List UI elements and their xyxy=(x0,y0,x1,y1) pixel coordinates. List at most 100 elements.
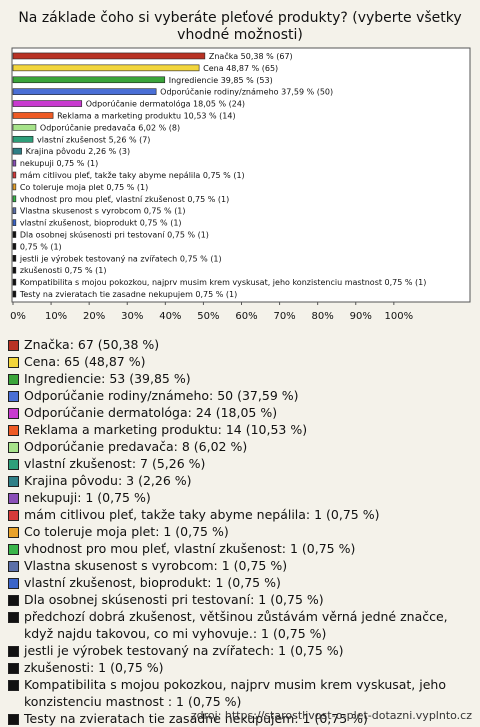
legend-item: Co toleruje moja plet: 1 (0,75 %) xyxy=(8,523,472,540)
bar-label: Co toleruje moja plet 0,75 % (1) xyxy=(20,182,148,191)
value-label: 0,75 % (1) xyxy=(187,194,229,203)
page: Na základe čoho si vyberáte pleťové prod… xyxy=(0,10,480,726)
bar xyxy=(12,64,200,72)
category-label: Odporúčanie dermatológa xyxy=(86,98,191,108)
value-label: 0,75 % (1) xyxy=(180,254,222,263)
x-tick-label: 90% xyxy=(350,311,372,322)
bar-label: Krajina pôvodu 2,26 % (3) xyxy=(26,146,131,156)
legend: Značka: 67 (50,38 %) Cena: 65 (48,87 %) In… xyxy=(8,336,472,727)
value-label: 0,75 % (1) xyxy=(140,218,182,227)
bar-label: vlastní zkušenost 5,26 % (7) xyxy=(37,134,150,144)
legend-label: Dla osobnej skúsenosti pri testovaní: 1 … xyxy=(24,592,324,607)
legend-item: vhodnost pro mou pleť, vlastní zkušenost… xyxy=(8,540,472,557)
bar-label: Dla osobnej skúsenosti pri testovaní 0,7… xyxy=(20,230,209,239)
legend-label: mám citlivou pleť, takže taky abyme nepá… xyxy=(24,507,380,522)
value-label: 18,05 % (24) xyxy=(193,99,245,108)
legend-label: Cena: 65 (48,87 %) xyxy=(24,354,146,369)
legend-label: Značka: 67 (50,38 %) xyxy=(24,337,160,352)
bar xyxy=(12,207,17,215)
value-label: 0,75 % (1) xyxy=(385,278,427,287)
legend-swatch xyxy=(8,374,19,385)
bar-label: Značka 50,38 % (67) xyxy=(209,50,293,60)
category-label: Cena xyxy=(203,63,224,72)
x-tick-label: 70% xyxy=(273,311,295,322)
value-label: 6,02 % (8) xyxy=(138,123,180,132)
legend-swatch xyxy=(8,476,19,487)
bar-label: jestli je výrobek testovaný na zvířatech… xyxy=(19,254,222,263)
legend-label: Odporúčanie predavača: 8 (6,02 %) xyxy=(24,439,248,454)
bar-label: Reklama a marketing produktu 10,53 % (14… xyxy=(57,111,236,120)
x-tick-label: 0% xyxy=(10,311,26,322)
bar xyxy=(12,112,54,119)
category-label: mám citlivou pleť, takže taky abyme nepá… xyxy=(20,171,201,180)
bar-label: Cena 48,87 % (65) xyxy=(203,63,278,72)
legend-item: Cena: 65 (48,87 %) xyxy=(8,353,472,370)
legend-item: Odporúčanie rodiny/známeho: 50 (37,59 %) xyxy=(8,387,472,404)
x-tick-label: 10% xyxy=(45,311,67,322)
legend-swatch xyxy=(8,425,19,436)
category-label: Odporúčanie rodiny/známeho xyxy=(160,86,279,96)
x-tick-label: 50% xyxy=(197,311,219,322)
x-tick-label: 100% xyxy=(385,311,414,322)
legend-swatch xyxy=(8,408,19,419)
value-label: 0,75 % (1) xyxy=(106,182,148,191)
bar-label: mám citlivou pleť, takže taky abyme nepá… xyxy=(20,171,245,180)
legend-item: Reklama a marketing produktu: 14 (10,53 … xyxy=(8,421,472,438)
legend-swatch xyxy=(8,510,19,521)
bar xyxy=(12,135,34,143)
legend-item: mám citlivou pleť, takže taky abyme nepá… xyxy=(8,506,472,523)
legend-item: vlastní zkušenost, bioprodukt: 1 (0,75 %… xyxy=(8,574,472,591)
legend-label: Odporúčanie rodiny/známeho: 50 (37,59 %) xyxy=(24,388,299,403)
category-label: Značka xyxy=(209,50,238,60)
category-label: vlastní zkušenost, bioprodukt xyxy=(20,217,137,227)
category-label: Odporúčanie predavača xyxy=(40,122,136,132)
bar xyxy=(12,243,17,250)
value-label: 0,75 % (1) xyxy=(20,242,62,251)
value-label: 0,75 % (1) xyxy=(195,290,237,299)
value-label: 37,59 % (50) xyxy=(281,87,333,96)
category-label: vlastní zkušenost xyxy=(37,134,106,144)
bar-label: zkušenosti 0,75 % (1) xyxy=(20,265,107,275)
value-label: 10,53 % (14) xyxy=(184,111,236,120)
legend-swatch xyxy=(8,391,19,402)
value-label: 0,75 % (1) xyxy=(65,266,107,275)
value-label: 0,75 % (1) xyxy=(144,206,186,215)
legend-swatch xyxy=(8,646,19,657)
bar xyxy=(12,183,17,191)
bar-label: vhodnost pro mou pleť, vlastní zkušenost… xyxy=(20,193,229,203)
bar xyxy=(12,266,17,274)
category-label: Co toleruje moja plet xyxy=(20,182,104,191)
bar-label: Kompatibilita s mojou pokozkou, najprv m… xyxy=(20,278,427,287)
legend-label: nekupuji: 1 (0,75 %) xyxy=(24,490,151,505)
legend-item: zkušenosti: 1 (0,75 %) xyxy=(8,659,472,676)
bar xyxy=(12,124,37,131)
bar xyxy=(12,171,17,179)
bar-label: Testy na zvieratach tie zasadne nekupuje… xyxy=(19,290,237,299)
category-label: nekupuji xyxy=(20,159,54,168)
bar-label: Odporúčanie predavača 6,02 % (8) xyxy=(40,122,180,132)
category-label: zkušenosti xyxy=(20,265,62,275)
legend-item: předchozí dobrá zkušenost, většinou zůst… xyxy=(8,608,472,642)
bar-label: 0,75 % (1) xyxy=(20,242,62,251)
value-label: 0,75 % (1) xyxy=(203,171,245,180)
legend-label: Reklama a marketing produktu: 14 (10,53 … xyxy=(24,422,308,437)
category-label: Ingrediencie xyxy=(169,75,218,84)
legend-swatch xyxy=(8,595,19,606)
legend-label: Odporúčanie dermatológa: 24 (18,05 %) xyxy=(24,405,278,420)
category-label: Vlastna skusenost s vyrobcom xyxy=(20,206,142,215)
legend-label: Co toleruje moja plet: 1 (0,75 %) xyxy=(24,524,229,539)
value-label: 0,75 % (1) xyxy=(167,230,209,239)
bar xyxy=(12,231,17,238)
value-label: 5,26 % (7) xyxy=(109,135,151,144)
legend-item: Odporúčanie dermatológa: 24 (18,05 %) xyxy=(8,404,472,421)
legend-swatch xyxy=(8,459,19,470)
bar xyxy=(12,76,166,84)
bar-label: Odporúčanie rodiny/známeho 37,59 % (50) xyxy=(160,86,333,96)
legend-label: vhodnost pro mou pleť, vlastní zkušenost… xyxy=(24,541,356,556)
legend-swatch xyxy=(8,680,19,691)
legend-swatch xyxy=(8,561,19,572)
legend-item: nekupuji: 1 (0,75 %) xyxy=(8,489,472,506)
legend-label: Krajina pôvodu: 3 (2,26 %) xyxy=(24,473,192,488)
legend-swatch xyxy=(8,340,19,351)
legend-item: Krajina pôvodu: 3 (2,26 %) xyxy=(8,472,472,489)
